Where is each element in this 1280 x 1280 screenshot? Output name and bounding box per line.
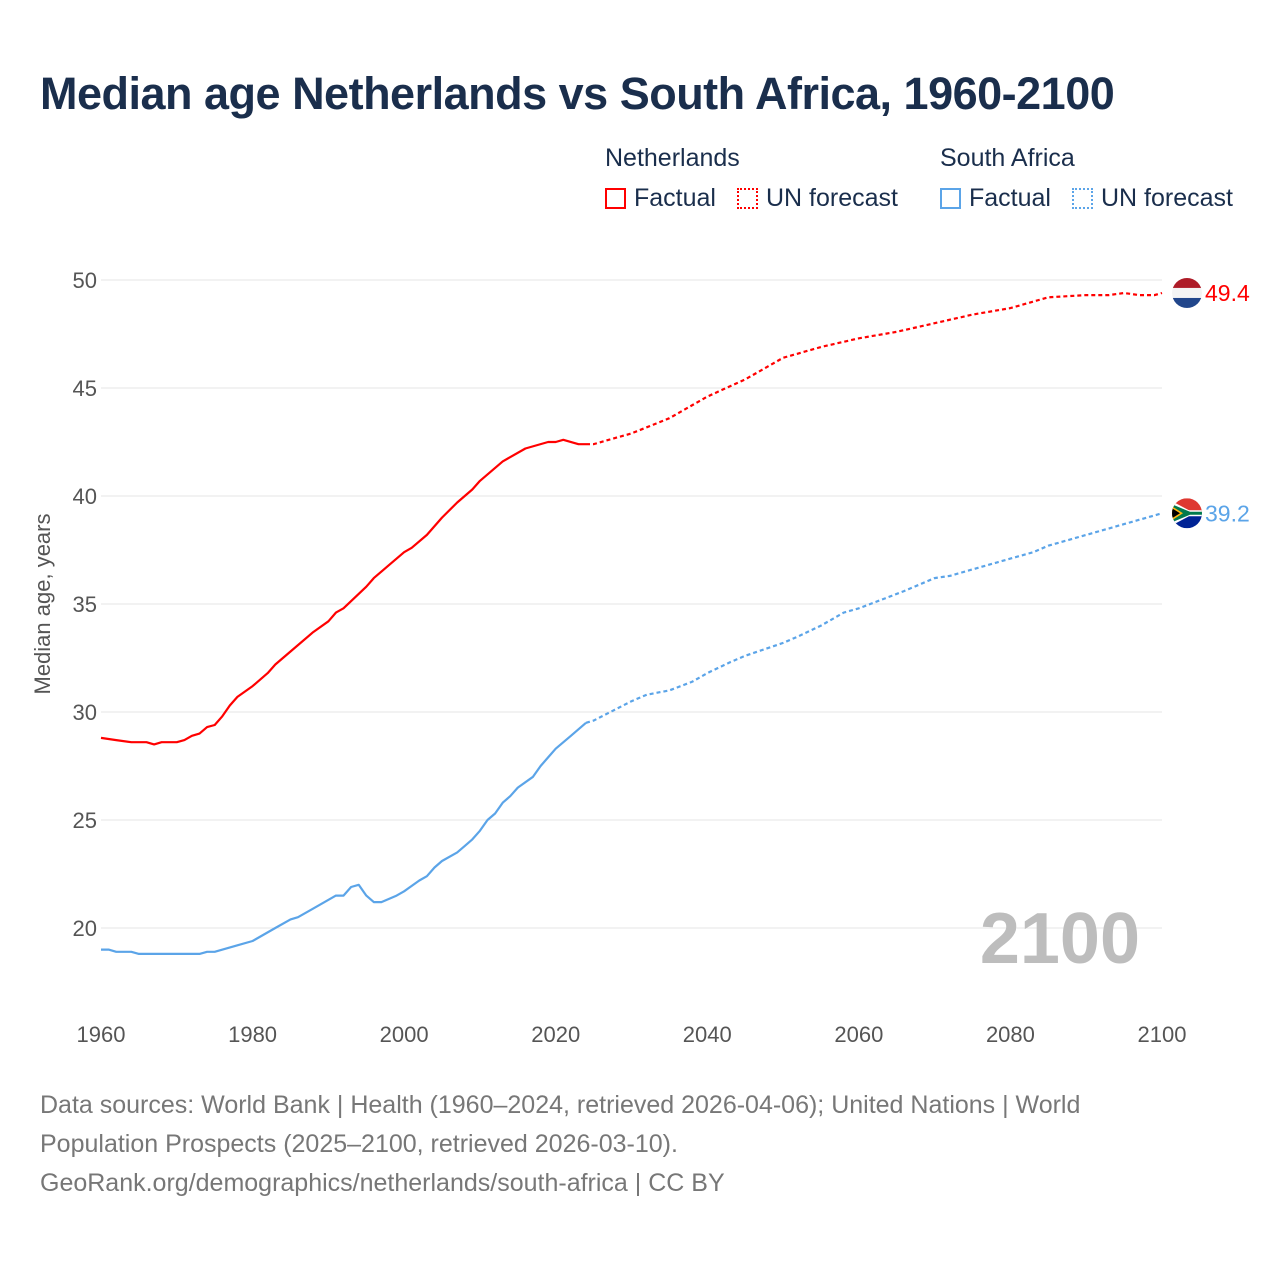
flag-netherlands-icon — [1172, 277, 1202, 308]
end-label-netherlands: 49.4 — [1205, 280, 1250, 306]
legend-item-south-africa-forecast[interactable]: UN forecast — [1072, 184, 1233, 213]
x-tick-label: 2080 — [986, 1022, 1035, 1047]
chart-title: Median age Netherlands vs South Africa, … — [40, 68, 1115, 119]
y-tick-label: 45 — [73, 376, 97, 401]
legend-item-netherlands-forecast[interactable]: UN forecast — [737, 184, 898, 213]
y-axis-label: Median age, years — [30, 514, 55, 695]
footer-link[interactable]: GeoRank.org/demographics/netherlands/sou… — [40, 1169, 725, 1197]
legend-label: UN forecast — [1101, 184, 1233, 212]
line-south-africa-factual — [101, 721, 587, 956]
legend-item-netherlands-factual[interactable]: Factual — [605, 184, 716, 213]
legend-group-title: South Africa — [940, 144, 1075, 172]
line-south-africa-forecast — [585, 512, 1163, 724]
flag-south-africa-icon — [1172, 498, 1202, 529]
footer-line: Population Prospects (2025–2100, retriev… — [40, 1130, 678, 1158]
legend-netherlands: Netherlands Factual UN forecast — [605, 144, 898, 212]
legend-south-africa: South Africa Factual UN forecast — [940, 144, 1233, 212]
y-tick-label: 25 — [73, 808, 97, 833]
legend-group-title: Netherlands — [605, 144, 740, 172]
x-tick-label: 2020 — [531, 1022, 580, 1047]
y-tick-label: 30 — [73, 700, 97, 725]
line-netherlands-factual — [100, 438, 586, 746]
line-netherlands-forecast — [586, 291, 1163, 446]
footer: Data sources: World Bank | Health (1960–… — [40, 1086, 1190, 1203]
legend-item-south-africa-factual[interactable]: Factual — [940, 184, 1051, 213]
legend-label: Factual — [634, 184, 716, 212]
x-tick-label: 2060 — [834, 1022, 883, 1047]
legend-swatch-solid — [605, 188, 626, 209]
x-tick-label: 2100 — [1138, 1022, 1187, 1047]
legend-label: UN forecast — [766, 184, 898, 212]
x-tick-label: 2000 — [380, 1022, 429, 1047]
legend-swatch-dotted — [1072, 188, 1093, 209]
x-tick-label: 1980 — [228, 1022, 277, 1047]
y-tick-label: 35 — [73, 592, 97, 617]
x-tick-label: 2040 — [683, 1022, 732, 1047]
footer-sources: Data sources: World Bank | Health (1960–… — [40, 1086, 1190, 1164]
year-watermark: 2100 — [980, 899, 1140, 979]
chart-plot: 20 25 30 35 40 45 50 1960 1980 2000 2020 2040 2060 20… — [30, 268, 1250, 1047]
y-tick-label: 40 — [73, 484, 97, 509]
footer-line: Data sources: World Bank | Health (1960–… — [40, 1091, 1081, 1119]
x-tick-label: 1960 — [77, 1022, 126, 1047]
y-tick-label: 50 — [73, 268, 97, 293]
y-tick-label: 20 — [73, 916, 97, 941]
legend-swatch-solid — [940, 188, 961, 209]
end-label-south-africa: 39.2 — [1205, 500, 1250, 526]
legend-swatch-dotted — [737, 188, 758, 209]
legend-label: Factual — [969, 184, 1051, 212]
